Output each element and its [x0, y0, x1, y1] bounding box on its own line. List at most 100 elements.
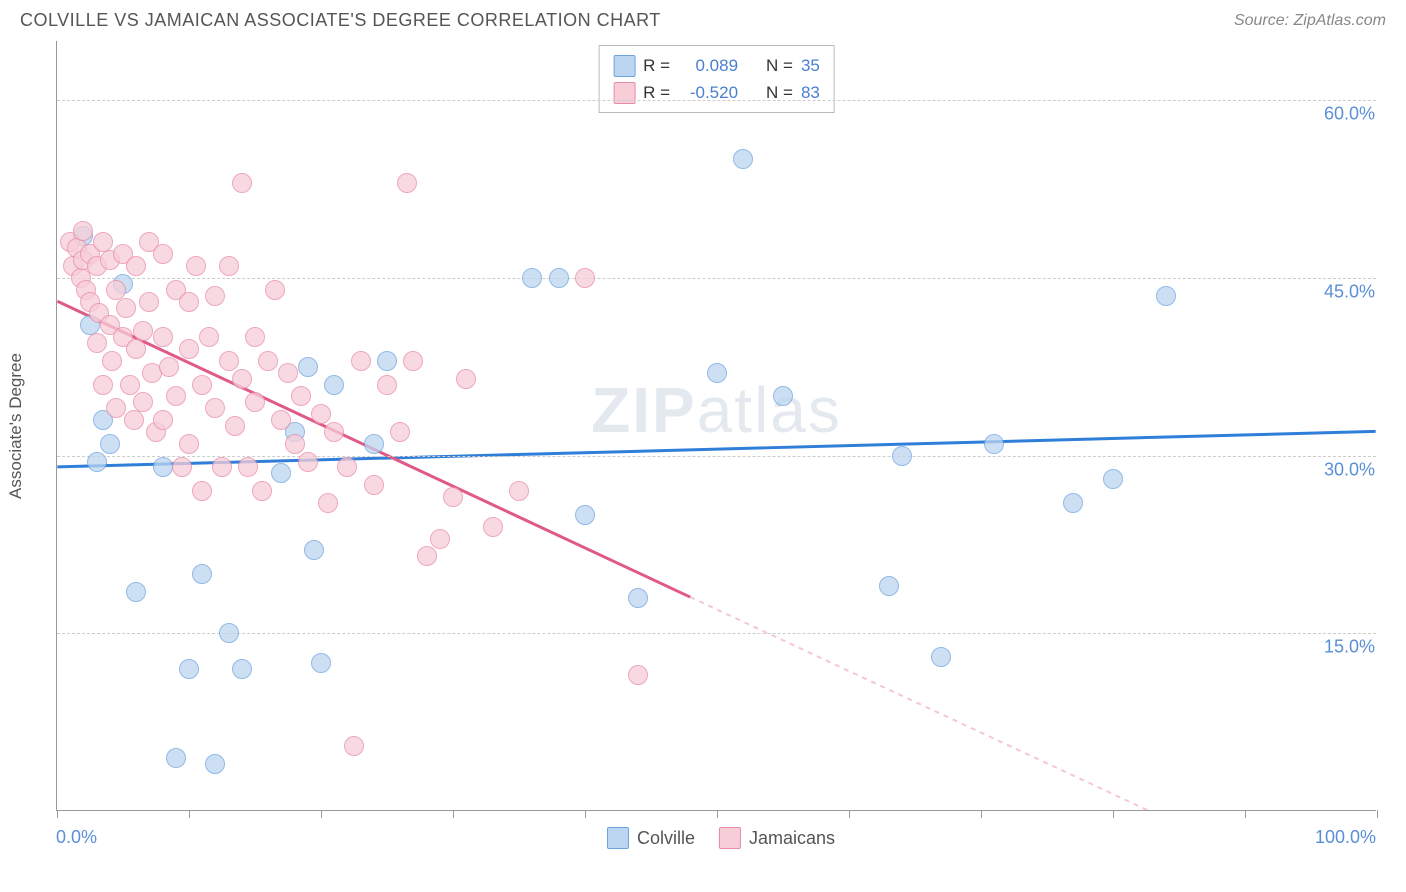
n-label: N =: [766, 79, 793, 106]
r-label: R =: [643, 79, 670, 106]
scatter-point: [186, 256, 206, 276]
scatter-point: [124, 410, 144, 430]
scatter-point: [344, 736, 364, 756]
scatter-point: [337, 457, 357, 477]
scatter-point: [199, 327, 219, 347]
watermark: ZIPatlas: [591, 373, 842, 447]
chart-title: COLVILLE VS JAMAICAN ASSOCIATE'S DEGREE …: [20, 10, 661, 31]
scatter-point: [324, 375, 344, 395]
scatter-point: [159, 357, 179, 377]
scatter-point: [219, 351, 239, 371]
scatter-point: [298, 357, 318, 377]
r-value: -0.520: [678, 79, 738, 106]
scatter-point: [351, 351, 371, 371]
scatter-point: [192, 481, 212, 501]
scatter-point: [430, 529, 450, 549]
gridline: [57, 278, 1376, 279]
scatter-point: [931, 647, 951, 667]
scatter-point: [219, 623, 239, 643]
plot-area: ZIPatlas R =0.089N =35R =-0.520N =83 15.…: [56, 41, 1376, 811]
scatter-point: [245, 392, 265, 412]
r-label: R =: [643, 52, 670, 79]
scatter-point: [377, 375, 397, 395]
scatter-point: [271, 463, 291, 483]
scatter-point: [179, 292, 199, 312]
scatter-point: [153, 327, 173, 347]
legend-swatch: [719, 827, 741, 849]
bottom-legend: Colville Jamaicans: [607, 827, 835, 849]
scatter-point: [212, 457, 232, 477]
scatter-point: [232, 369, 252, 389]
y-axis-title: Associate's Degree: [6, 353, 26, 499]
y-tick-label: 45.0%: [1318, 281, 1381, 302]
scatter-point: [166, 386, 186, 406]
scatter-point: [390, 422, 410, 442]
n-label: N =: [766, 52, 793, 79]
series-swatch: [613, 55, 635, 77]
n-value: 83: [801, 79, 820, 106]
scatter-point: [133, 321, 153, 341]
scatter-point: [120, 375, 140, 395]
scatter-point: [139, 292, 159, 312]
scatter-point: [311, 653, 331, 673]
legend-label: Jamaicans: [749, 828, 835, 849]
x-tick: [57, 810, 58, 818]
stats-row: R = -0.520 N = 83: [613, 79, 820, 106]
scatter-point: [166, 748, 186, 768]
scatter-point: [172, 457, 192, 477]
scatter-point: [417, 546, 437, 566]
stats-row: R = 0.089 N = 35: [613, 52, 820, 79]
gridline: [57, 456, 1376, 457]
legend-label: Colville: [637, 828, 695, 849]
scatter-point: [265, 280, 285, 300]
gridline: [57, 100, 1376, 101]
x-tick: [1113, 810, 1114, 818]
scatter-point: [304, 540, 324, 560]
scatter-point: [192, 375, 212, 395]
r-value: 0.089: [678, 52, 738, 79]
scatter-point: [102, 351, 122, 371]
x-tick: [453, 810, 454, 818]
stats-box: R = 0.089 N = 35 R = -0.520 N = 83: [598, 45, 835, 113]
scatter-point: [397, 173, 417, 193]
x-tick: [321, 810, 322, 818]
scatter-point: [984, 434, 1004, 454]
scatter-point: [133, 392, 153, 412]
scatter-point: [258, 351, 278, 371]
scatter-point: [116, 298, 136, 318]
scatter-point: [456, 369, 476, 389]
y-tick-label: 15.0%: [1318, 637, 1381, 658]
scatter-point: [1156, 286, 1176, 306]
scatter-point: [575, 268, 595, 288]
scatter-point: [179, 434, 199, 454]
scatter-point: [192, 564, 212, 584]
scatter-point: [126, 256, 146, 276]
x-tick: [849, 810, 850, 818]
scatter-point: [377, 351, 397, 371]
scatter-point: [403, 351, 423, 371]
scatter-point: [179, 659, 199, 679]
n-value: 35: [801, 52, 820, 79]
scatter-point: [509, 481, 529, 501]
gridline: [57, 633, 1376, 634]
scatter-point: [153, 244, 173, 264]
scatter-point: [324, 422, 344, 442]
scatter-point: [707, 363, 727, 383]
x-tick: [585, 810, 586, 818]
legend-item: Jamaicans: [719, 827, 835, 849]
scatter-point: [126, 582, 146, 602]
scatter-point: [219, 256, 239, 276]
scatter-point: [252, 481, 272, 501]
y-tick-label: 60.0%: [1318, 104, 1381, 125]
scatter-point: [278, 363, 298, 383]
scatter-point: [245, 327, 265, 347]
scatter-point: [549, 268, 569, 288]
scatter-point: [225, 416, 245, 436]
scatter-point: [483, 517, 503, 537]
scatter-point: [443, 487, 463, 507]
scatter-point: [1103, 469, 1123, 489]
x-tick: [189, 810, 190, 818]
scatter-point: [522, 268, 542, 288]
scatter-point: [232, 659, 252, 679]
scatter-point: [205, 286, 225, 306]
